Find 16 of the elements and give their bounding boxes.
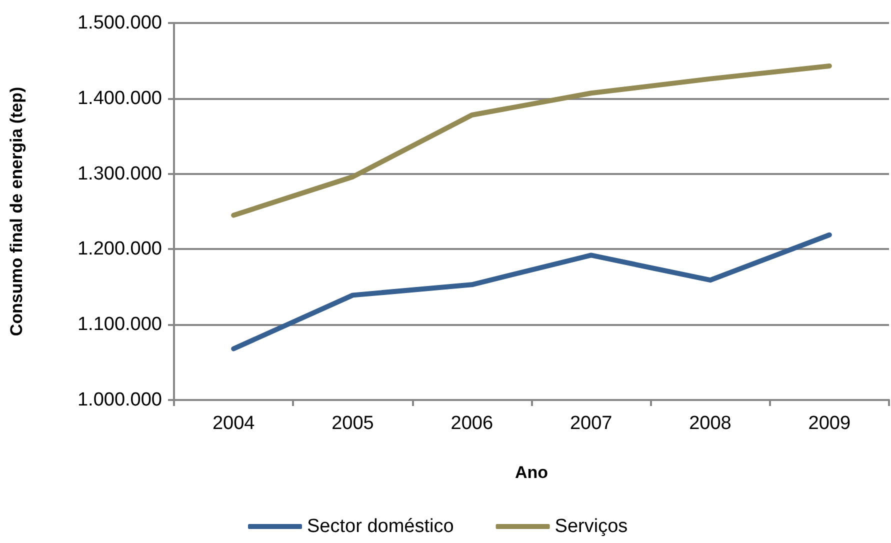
x-tick-label: 2008	[689, 413, 732, 434]
y-tick-label: 1.300.000	[77, 163, 162, 184]
legend-label: Serviços	[554, 516, 628, 537]
y-tick-label: 1.200.000	[77, 238, 162, 260]
x-axis-title: Ano	[514, 463, 548, 482]
x-tick-label: 2006	[450, 413, 494, 434]
y-tick-label: 1.000.000	[77, 390, 162, 410]
x-tick-label: 2004	[212, 413, 256, 434]
y-tick-label: 1.500.000	[77, 12, 162, 34]
y-tick-label: 1.400.000	[77, 88, 162, 109]
x-tick-label: 2007	[570, 413, 612, 434]
legend-label: Sector doméstico	[307, 516, 454, 537]
y-axis-title: Consumo final de energia (tep)	[7, 86, 26, 336]
x-tick-label: 2005	[332, 413, 374, 434]
y-tick-label: 1.100.000	[77, 314, 162, 336]
x-tick-label: 2009	[808, 413, 851, 434]
